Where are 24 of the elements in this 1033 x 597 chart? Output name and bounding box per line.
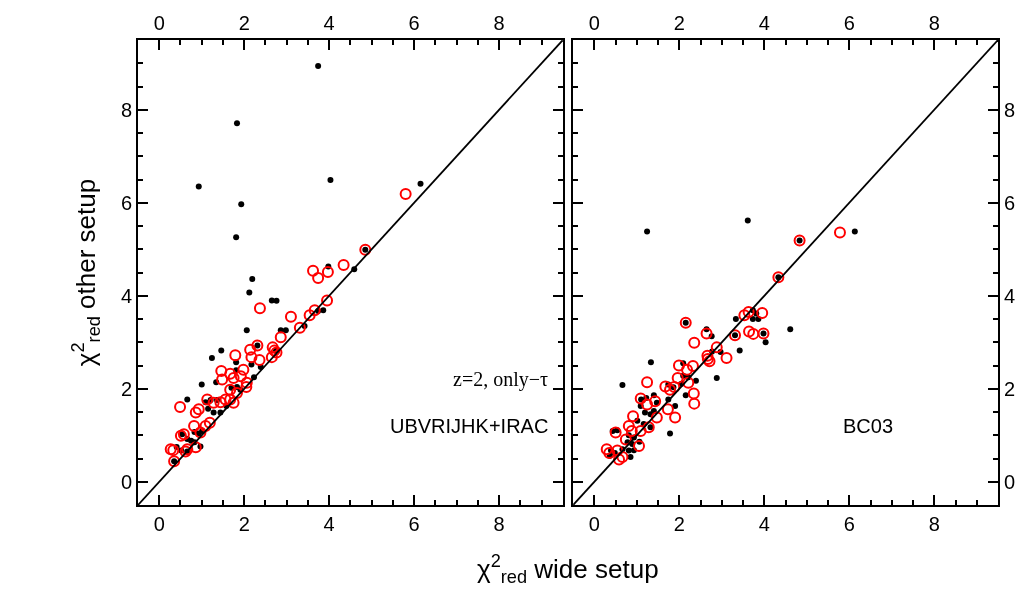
y2-tick-label: 4 bbox=[1004, 284, 1016, 307]
x-tick-label: 2 bbox=[673, 513, 685, 535]
annotation: BC03 bbox=[843, 415, 894, 437]
annotation: z=2, only−τ bbox=[453, 368, 549, 391]
x-tick-label: 4 bbox=[323, 12, 335, 34]
x-tick-label: 8 bbox=[493, 12, 505, 34]
y2-tick-label: 2 bbox=[1004, 377, 1016, 400]
y-tick-label: 2 bbox=[120, 377, 132, 400]
y2-tick-label: 0 bbox=[1004, 470, 1016, 493]
y-tick-label: 8 bbox=[120, 98, 132, 121]
x-tick-label: 4 bbox=[758, 513, 770, 535]
x-tick-label: 6 bbox=[408, 12, 420, 34]
y-tick-label: 6 bbox=[120, 191, 132, 214]
x-tick-label: 0 bbox=[153, 12, 165, 34]
x-tick-label: 0 bbox=[588, 513, 600, 535]
x-axis-title: χ$^{2}$$_{red}$ wide setup bbox=[477, 551, 659, 588]
y-tick-label: 0 bbox=[120, 470, 132, 493]
x-tick-label: 8 bbox=[928, 513, 940, 535]
x-tick-label: 6 bbox=[843, 513, 855, 535]
x-tick-label: 2 bbox=[238, 12, 250, 34]
y2-tick-label: 8 bbox=[1004, 98, 1016, 121]
y2-tick-label: 6 bbox=[1004, 191, 1016, 214]
y-tick-label: 4 bbox=[120, 284, 132, 307]
annotation: UBVRIJHK+IRAC bbox=[390, 415, 549, 437]
